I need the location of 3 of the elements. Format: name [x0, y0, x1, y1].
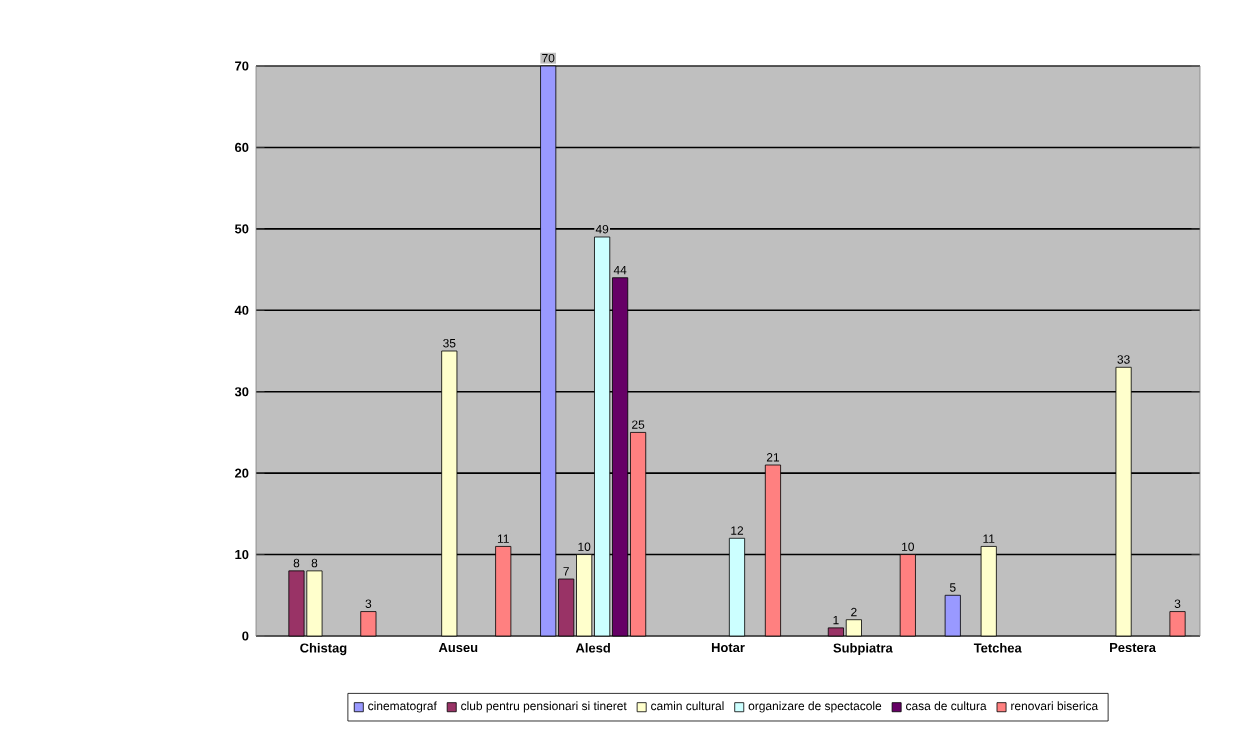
- bar: [360, 611, 377, 637]
- bar: [944, 594, 961, 637]
- bar: [1169, 611, 1186, 637]
